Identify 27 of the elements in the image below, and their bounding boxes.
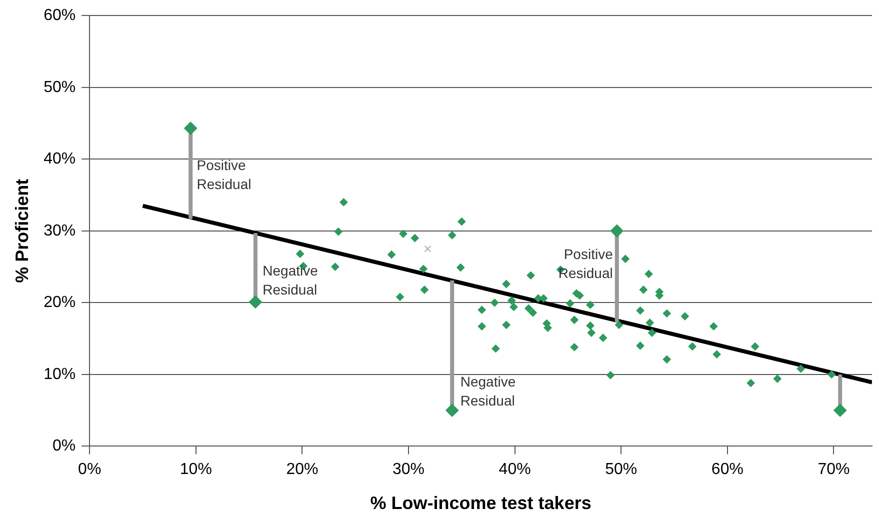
annotation: Negative Residual: [262, 262, 318, 298]
x-tick-label: 40%: [498, 461, 531, 478]
x-tick-label: 10%: [180, 461, 212, 478]
annotation: Negative Residual: [460, 374, 516, 409]
point: [184, 122, 198, 135]
y-tick-label: 20%: [44, 294, 76, 312]
y-tick-label: 0%: [52, 438, 76, 455]
annotation: Positive Residual: [558, 246, 614, 281]
point: [446, 404, 459, 417]
x-tick-label: 30%: [392, 461, 425, 478]
point: [248, 295, 262, 308]
x-tick-label: 0%: [78, 461, 102, 478]
y-tick-label: 60%: [44, 7, 76, 24]
x-tick-label: 60%: [711, 461, 744, 478]
y-axis-title: % Proficient: [12, 178, 32, 283]
point: [610, 224, 624, 238]
point: [424, 246, 431, 252]
x-axis-title: % Low-income test takers: [370, 493, 592, 514]
y-tick-label: 50%: [44, 78, 76, 96]
x-tick-label: 50%: [605, 461, 638, 478]
x-tick-label: 70%: [818, 461, 850, 478]
y-tick-label: 10%: [44, 366, 76, 383]
y-tick-label: 30%: [44, 222, 76, 240]
point: [834, 404, 847, 417]
annotation: Positive Residual: [196, 156, 252, 192]
y-tick-label: 40%: [44, 150, 76, 168]
x-tick-label: 20%: [286, 461, 318, 478]
